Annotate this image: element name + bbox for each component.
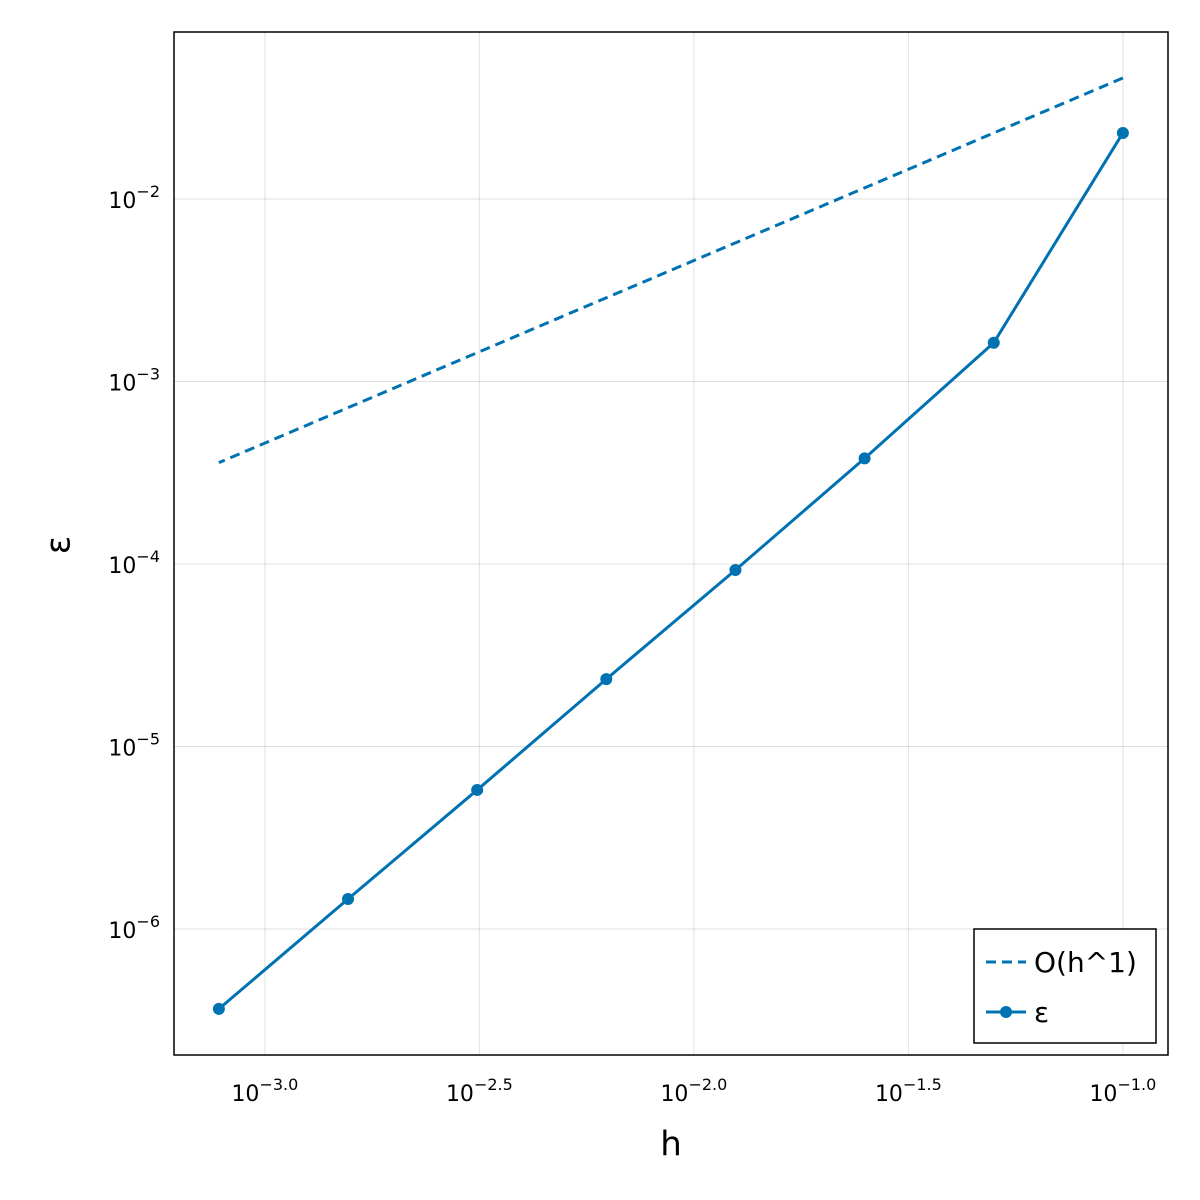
data-point [471, 783, 484, 796]
x-axis-label: h [660, 1125, 682, 1165]
data-point [729, 563, 742, 576]
x-tick-label: 10−2.5 [446, 1075, 513, 1108]
legend-label: ε [1034, 996, 1049, 1029]
data-point [987, 336, 1000, 349]
x-tick-label: 10−2.0 [660, 1075, 727, 1108]
y-tick-label: 10−2 [108, 181, 160, 214]
plot-frame [173, 31, 1169, 1056]
y-tick-label: 10−5 [108, 729, 160, 762]
y-axis-label: ε [39, 536, 79, 554]
legend-label: O(h^1) [1034, 946, 1137, 979]
series-line [217, 132, 1125, 1011]
legend-box [973, 928, 1157, 1044]
data-point [1116, 126, 1129, 139]
y-tick-label: 10−4 [108, 546, 160, 579]
data-point [858, 452, 871, 465]
series-line [218, 76, 1124, 465]
data-point [212, 1002, 225, 1015]
y-tick-label: 10−6 [108, 912, 160, 945]
x-tick-label: 10−3.0 [231, 1075, 298, 1108]
data-point [342, 893, 355, 906]
y-tick-label: 10−3 [108, 364, 160, 397]
legend-marker [1000, 1006, 1012, 1018]
x-tick-label: 10−1.5 [875, 1075, 942, 1108]
data-point [600, 673, 613, 686]
x-tick-label: 10−1.0 [1089, 1075, 1156, 1108]
